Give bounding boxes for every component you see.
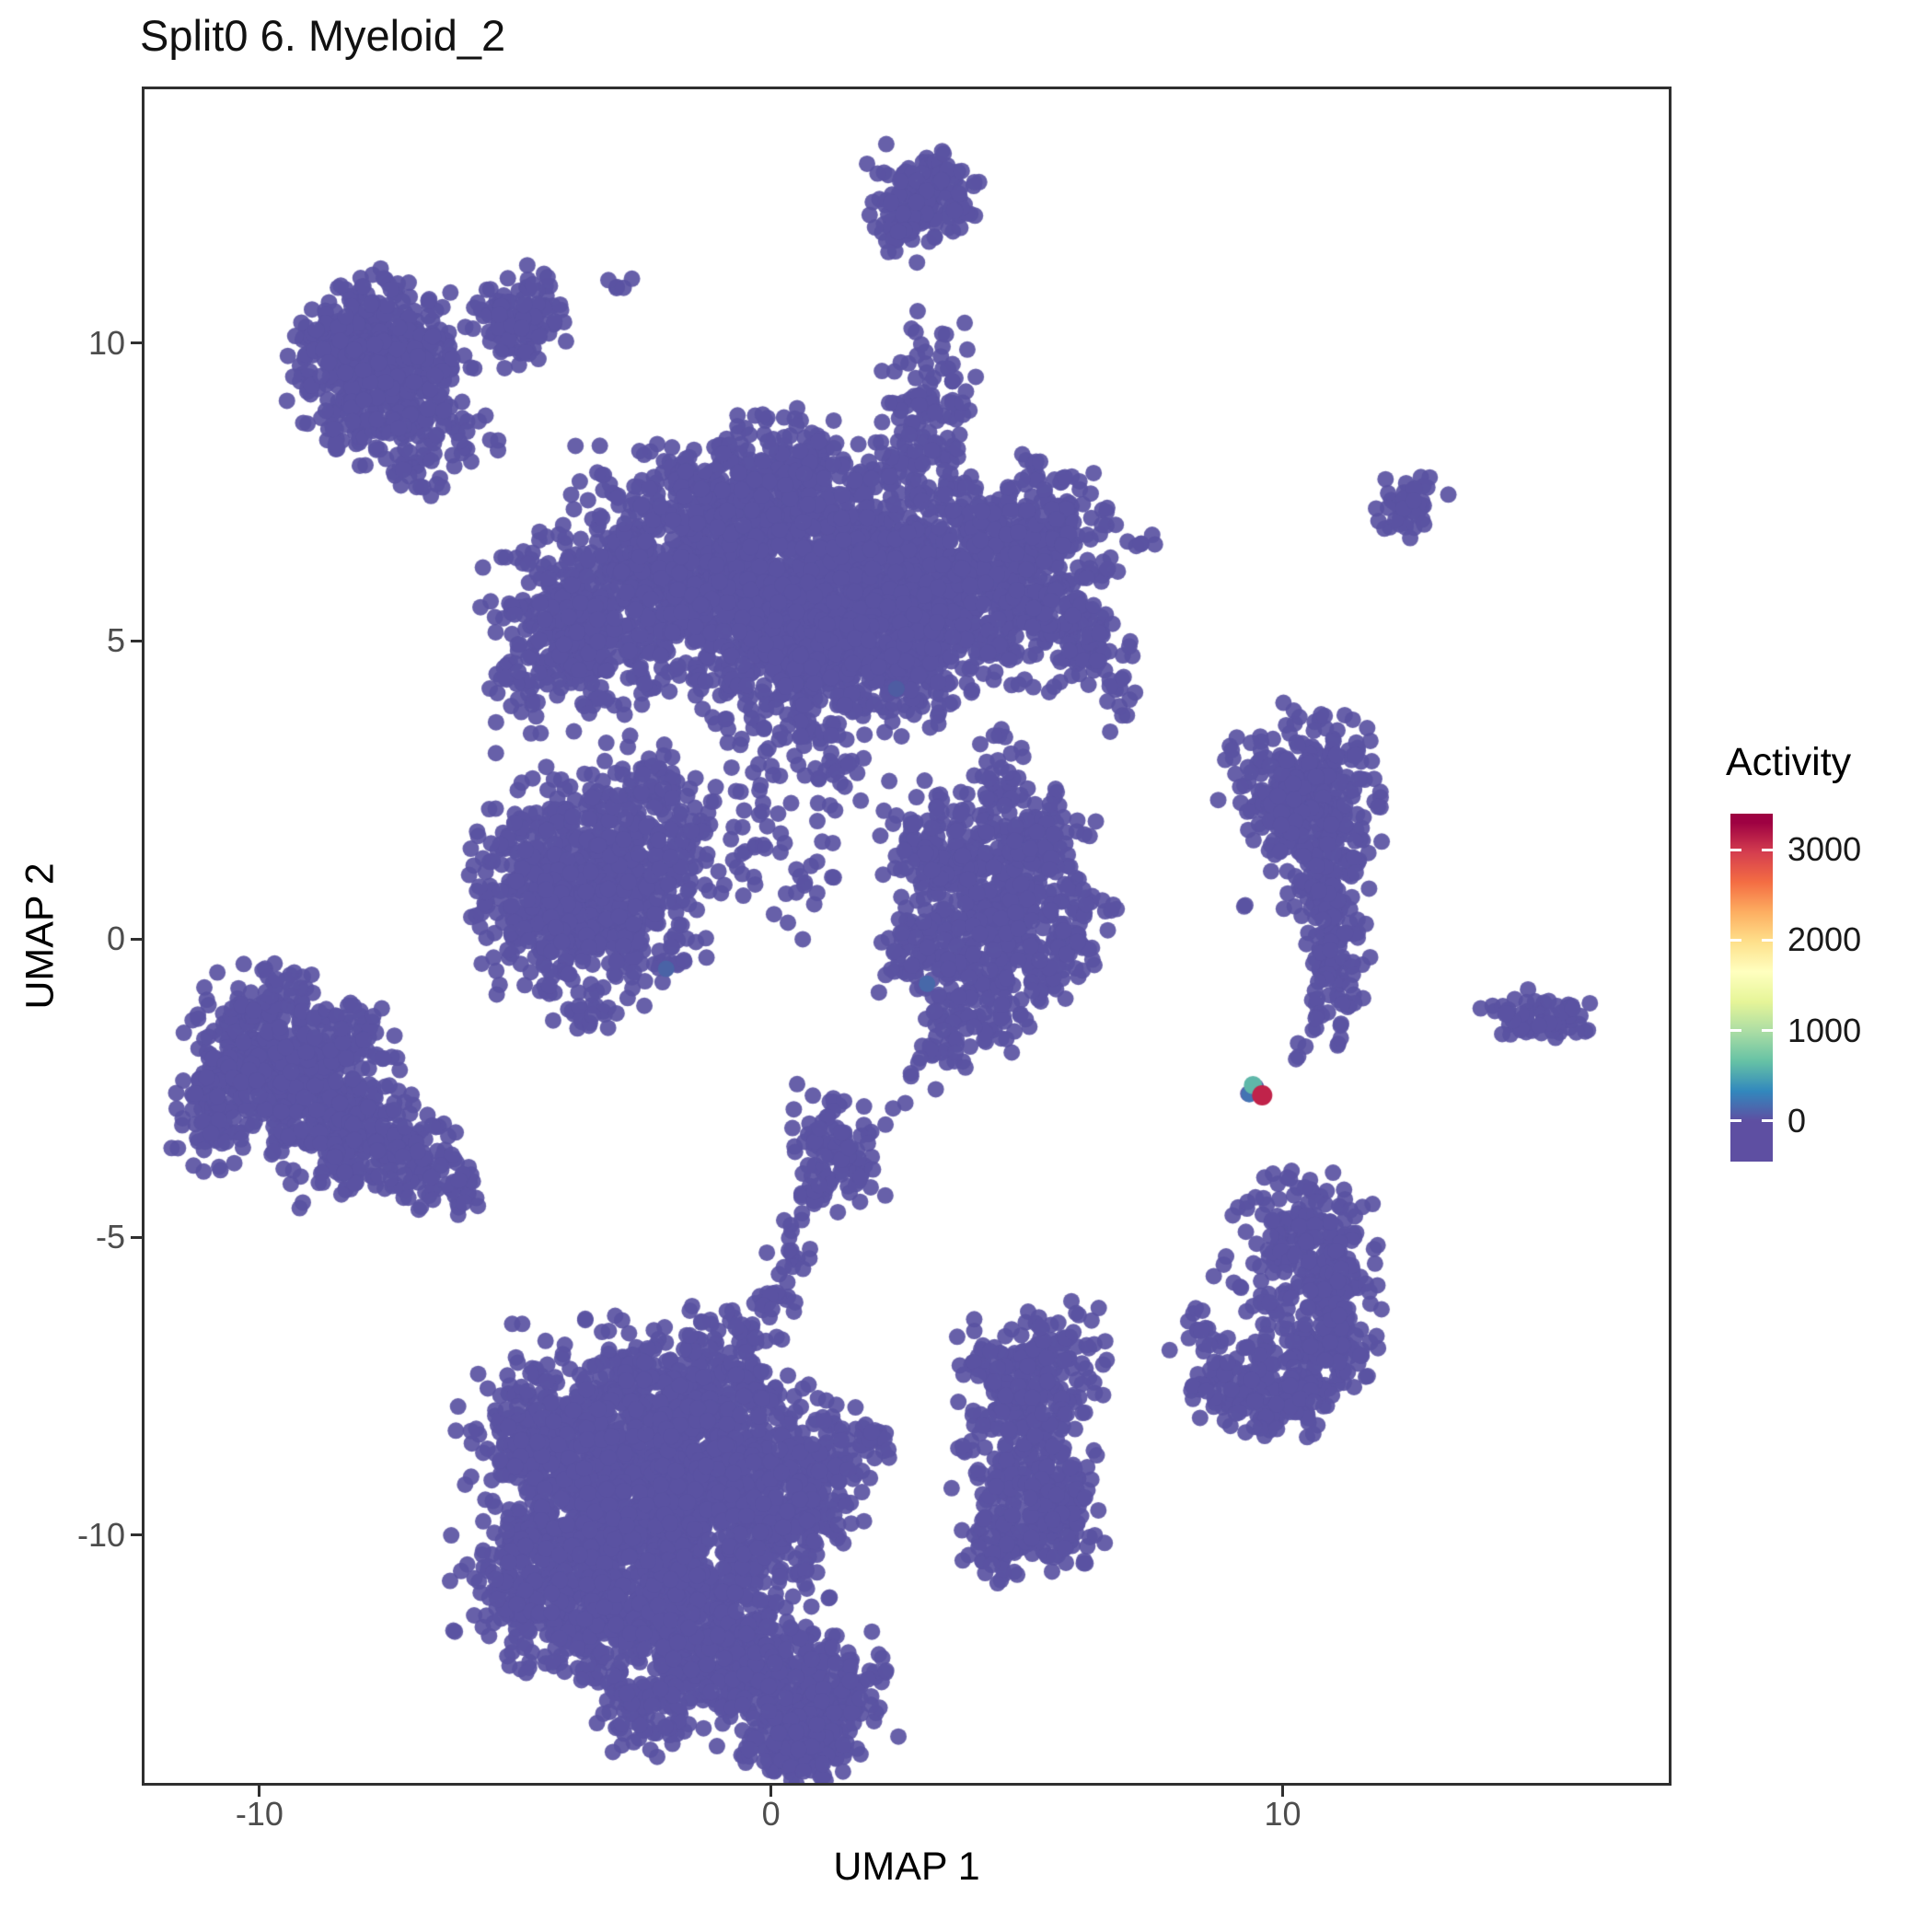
legend-bar-tick [1730,848,1741,851]
legend-title: Activity [1726,740,1852,784]
legend-bar-tick [1762,938,1773,942]
legend-bar-tick [1762,848,1773,851]
x-tick-mark [258,1786,261,1797]
legend-bar-tick [1730,1029,1741,1033]
x-tick-label: -10 [235,1795,283,1833]
x-tick-label: 0 [761,1795,781,1833]
legend-tick-label: 2000 [1787,920,1862,959]
y-tick-mark [131,1235,142,1239]
legend-bar-tick [1762,1119,1773,1123]
x-tick-mark [769,1786,773,1797]
legend-colorbar [1730,814,1773,1162]
y-tick-label: 0 [106,920,125,958]
y-tick-label: -10 [76,1515,125,1554]
plot-title: Split0 6. Myeloid_2 [140,11,506,60]
y-axis-title: UMAP 2 [17,862,63,1010]
plot-panel [142,87,1672,1786]
scatter-points-canvas [145,89,1669,1783]
y-tick-mark [131,639,142,642]
x-axis-title: UMAP 1 [833,1845,980,1889]
y-tick-label: 10 [87,323,125,362]
y-tick-label: -5 [95,1218,125,1256]
x-tick-label: 10 [1264,1795,1301,1833]
legend-bar-tick [1730,938,1741,942]
legend-bar-tick [1762,1029,1773,1033]
x-tick-mark [1281,1786,1285,1797]
legend-tick-label: 3000 [1787,830,1862,869]
y-tick-mark [131,1533,142,1537]
y-tick-mark [131,937,142,941]
legend-tick-label: 0 [1787,1101,1807,1140]
legend-bar-tick [1730,1119,1741,1123]
y-tick-mark [131,341,142,345]
legend-tick-label: 1000 [1787,1011,1862,1049]
y-tick-label: 5 [106,621,125,660]
